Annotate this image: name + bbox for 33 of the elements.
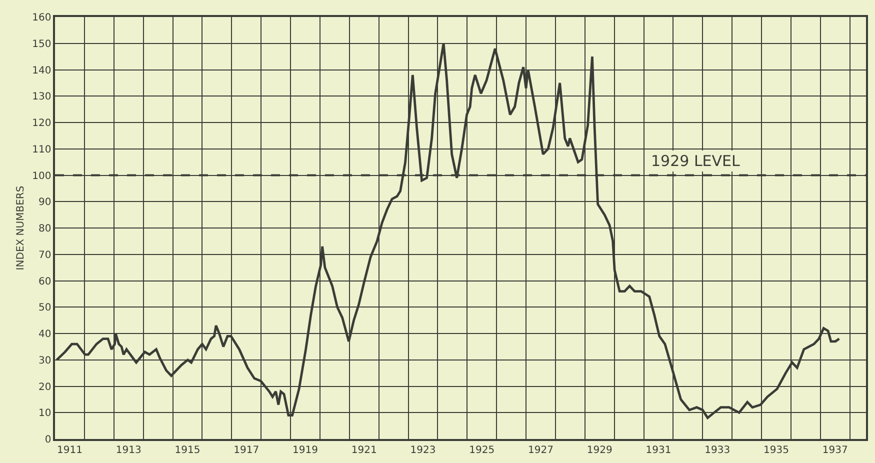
x-tick-label: 1923 — [410, 444, 436, 456]
x-tick-label: 1929 — [586, 444, 612, 456]
y-axis-title: INDEX NUMBERS — [16, 186, 27, 270]
y-tick-label: 10 — [38, 408, 52, 420]
x-tick-label: 1911 — [56, 444, 82, 456]
x-tick-label: 1925 — [469, 444, 495, 456]
y-tick-label: 50 — [38, 302, 52, 314]
y-tick-label: 20 — [38, 382, 52, 393]
x-tick-label: 1931 — [646, 444, 672, 456]
x-tick-label: 1913 — [116, 444, 142, 456]
x-tick-label: 1921 — [351, 444, 377, 456]
y-tick-label: 0 — [44, 434, 52, 446]
y-tick-label: 90 — [38, 197, 52, 208]
y-tick-label: 100 — [32, 170, 52, 182]
x-tick-label: 1917 — [234, 444, 260, 456]
x-tick-label: 1919 — [292, 444, 318, 456]
x-tick-label: 1935 — [763, 444, 789, 456]
x-tick-label: 1933 — [704, 444, 730, 456]
ref-line-label: 1929 LEVEL — [651, 152, 741, 170]
y-tick-label: 30 — [38, 355, 52, 366]
y-tick-label: 60 — [38, 276, 52, 288]
y-tick-label: 110 — [32, 144, 52, 156]
y-tick-label: 80 — [38, 224, 52, 234]
y-tick-label: 140 — [32, 65, 52, 76]
x-tick-label: 1915 — [174, 444, 200, 456]
y-tick-label: 70 — [38, 250, 52, 261]
y-tick-label: 40 — [38, 329, 52, 340]
y-tick-label: 120 — [32, 118, 52, 129]
y-tick-label: 160 — [32, 12, 52, 24]
x-tick-label: 1927 — [528, 444, 554, 456]
y-tick-label: 150 — [32, 38, 52, 50]
x-tick-label: 1937 — [822, 444, 848, 456]
y-tick-label: 130 — [32, 92, 52, 103]
